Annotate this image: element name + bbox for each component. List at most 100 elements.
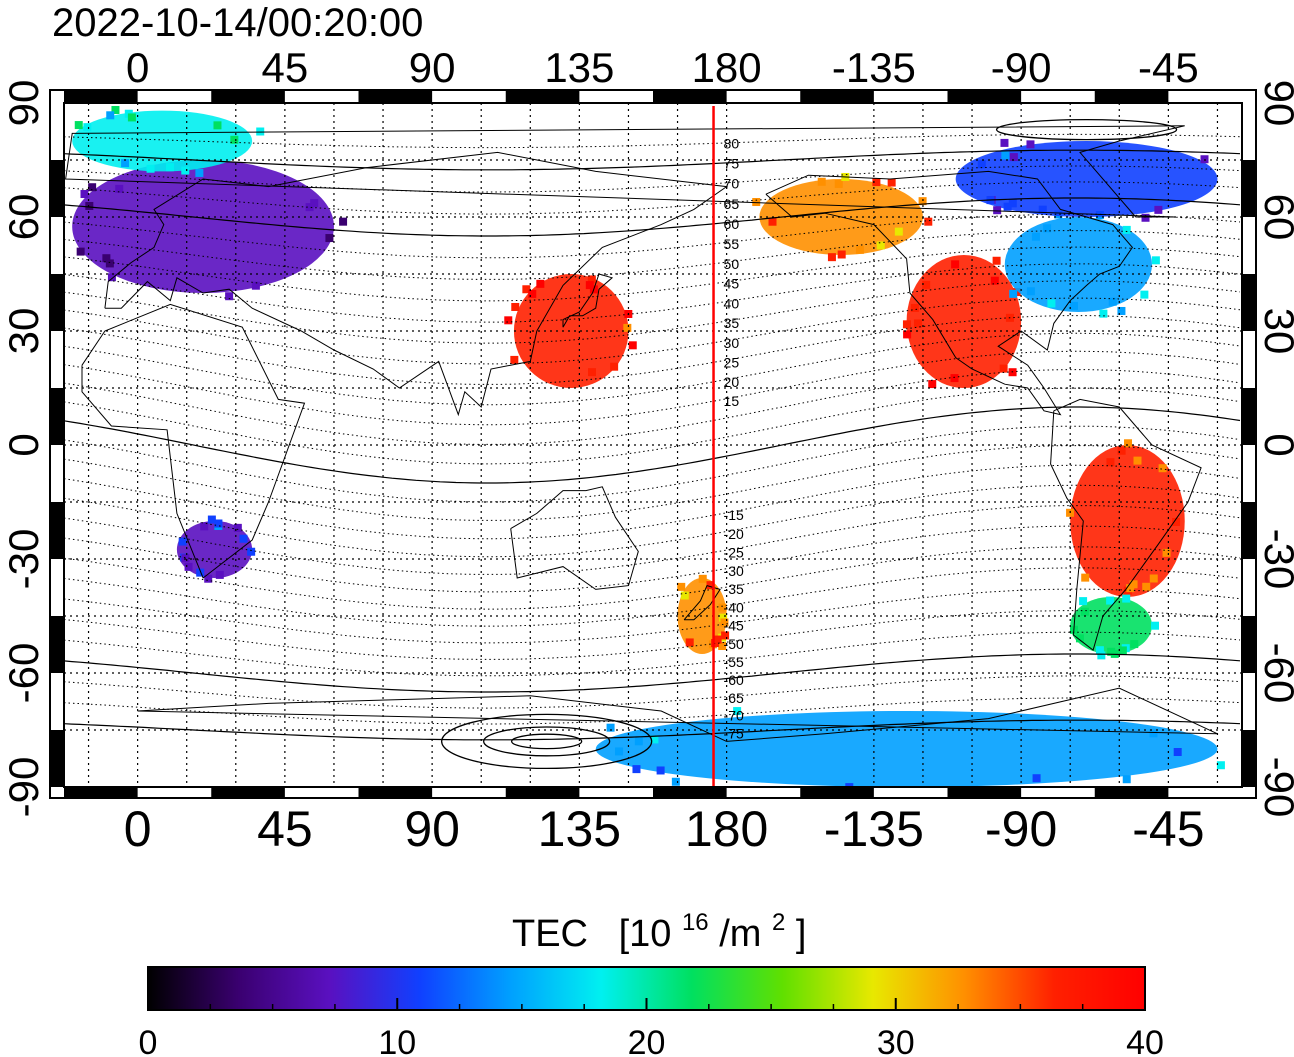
tec-sample xyxy=(74,121,83,130)
tec-sample xyxy=(924,217,933,226)
longitude-tick-label-bottom: -90 xyxy=(985,801,1057,857)
tec-sample xyxy=(528,289,537,298)
latitude-tick-label-left: 60 xyxy=(0,194,47,241)
longitude-tick-label-bottom: 90 xyxy=(404,801,460,857)
tec-sample xyxy=(1047,299,1056,308)
tec-sample xyxy=(977,160,986,169)
frame-tick-top xyxy=(1094,90,1169,103)
tec-sample xyxy=(951,260,960,269)
tec-sample xyxy=(827,253,836,262)
tec-sample xyxy=(834,179,843,188)
tec-sample xyxy=(1001,151,1010,160)
latitude-tick-label-right: -60 xyxy=(1256,643,1294,704)
tec-sample xyxy=(1216,761,1225,770)
tec-sample xyxy=(1149,574,1158,583)
tec-sample xyxy=(1097,651,1106,660)
tec-blob xyxy=(955,141,1218,217)
magnetic-latitude-label: -20 xyxy=(724,526,744,542)
longitude-tick-label-bottom: -45 xyxy=(1132,801,1204,857)
magnetic-latitude-label: -75 xyxy=(724,726,744,742)
tec-sample xyxy=(80,190,89,199)
magnetic-latitude-contour xyxy=(64,369,1241,445)
south-pole-contour xyxy=(483,726,611,757)
tec-sample xyxy=(510,355,519,364)
magnetic-latitude-label: 55 xyxy=(724,236,740,252)
tec-sample xyxy=(845,783,854,787)
frame-tick-right xyxy=(1242,160,1256,217)
tec-sample xyxy=(339,217,348,226)
longitude-tick-label-top: 45 xyxy=(262,44,309,91)
colorbar-tick-label: 20 xyxy=(628,1024,666,1057)
colorbar-title: TEC [10 16 /m 2 ] xyxy=(512,897,806,955)
tec-sample xyxy=(1141,213,1150,222)
tec-sample xyxy=(106,111,115,120)
magnetic-latitude-contour xyxy=(64,588,1241,644)
tec-sample xyxy=(85,201,94,210)
magnetic-latitude-contour xyxy=(64,197,1241,237)
coastline-africa xyxy=(81,303,306,579)
tec-blob xyxy=(1004,217,1153,312)
frame-tick-right xyxy=(1242,730,1256,787)
magnetic-latitude-contour xyxy=(64,230,1241,280)
magnetic-latitude-contour xyxy=(64,697,1241,725)
magnetic-latitude-label: -25 xyxy=(724,544,744,560)
tec-region-north-america-east xyxy=(1004,210,1160,318)
magnetic-latitude-contour xyxy=(64,567,1241,627)
magnetic-latitude-label: 35 xyxy=(724,315,740,331)
tec-sample xyxy=(76,247,85,256)
latitude-tick-label-right: -90 xyxy=(1256,757,1294,818)
magnetic-latitude-contour xyxy=(64,631,1241,677)
tec-sample xyxy=(887,178,896,187)
magnetic-latitude-contour xyxy=(64,464,1241,540)
tec-sample xyxy=(650,735,659,744)
tec-sample xyxy=(239,534,248,543)
tec-sample xyxy=(1172,517,1181,526)
tec-sample xyxy=(999,364,1008,373)
magnetic-latitude-label: -30 xyxy=(724,563,744,579)
magnetic-latitude-contour xyxy=(64,181,1241,215)
tec-sample xyxy=(706,581,715,590)
tec-sample xyxy=(1031,232,1040,241)
tec-sample xyxy=(993,206,1002,215)
tec-sample xyxy=(325,234,334,243)
tec-region-antarctica-pacific xyxy=(595,707,1225,787)
tec-sample xyxy=(918,197,927,206)
coastline-north-america xyxy=(765,170,1134,416)
tec-sample xyxy=(928,380,937,389)
frame-tick-top xyxy=(211,90,285,103)
tec-sample xyxy=(213,121,222,130)
tec-blob xyxy=(595,711,1218,787)
tec-sample xyxy=(903,330,912,339)
tec-sample xyxy=(634,737,643,746)
tec-sample xyxy=(207,515,216,524)
tec-region-southern-africa xyxy=(176,515,256,583)
frame-tick-bottom xyxy=(653,787,727,798)
magnetic-latitude-contour xyxy=(64,213,1241,259)
tec-coverage-layer xyxy=(72,105,1225,787)
magnetic-latitude-label: -45 xyxy=(724,618,744,634)
tec-sample xyxy=(200,522,209,531)
tec-region-japan-china xyxy=(504,274,637,388)
tec-sample xyxy=(1133,456,1142,465)
tec-sample xyxy=(1032,774,1041,783)
frame-tick-bottom xyxy=(211,787,285,798)
latitude-tick-label-left: 30 xyxy=(0,308,47,355)
magnetic-latitude-label: 70 xyxy=(724,176,740,192)
colorbar-ticks: 0 10 20 30 40 xyxy=(139,998,1164,1057)
tec-sample xyxy=(698,574,707,583)
tec-sample xyxy=(719,613,728,622)
tec-blob xyxy=(176,521,253,578)
colorbar-unit-mid: /m xyxy=(719,913,761,955)
tec-sample xyxy=(610,362,619,371)
tec-sample xyxy=(894,227,903,236)
magnetic-latitude-contour xyxy=(64,675,1241,709)
magnetic-latitude-contour xyxy=(64,425,1241,503)
tec-sample xyxy=(1000,138,1009,147)
longitude-tick-label-bottom: 180 xyxy=(685,801,768,857)
magnetic-latitude-label: 25 xyxy=(724,354,740,370)
latitude-tick-label-left: -60 xyxy=(0,643,47,704)
longitude-tick-label-top: 0 xyxy=(126,44,149,91)
graticule xyxy=(64,103,1242,787)
magnetic-latitude-labels: 80 75 70 65 60 55 50 45 40 35 30 25 20 15 -15 -20 -25 -30… xyxy=(724,135,744,741)
